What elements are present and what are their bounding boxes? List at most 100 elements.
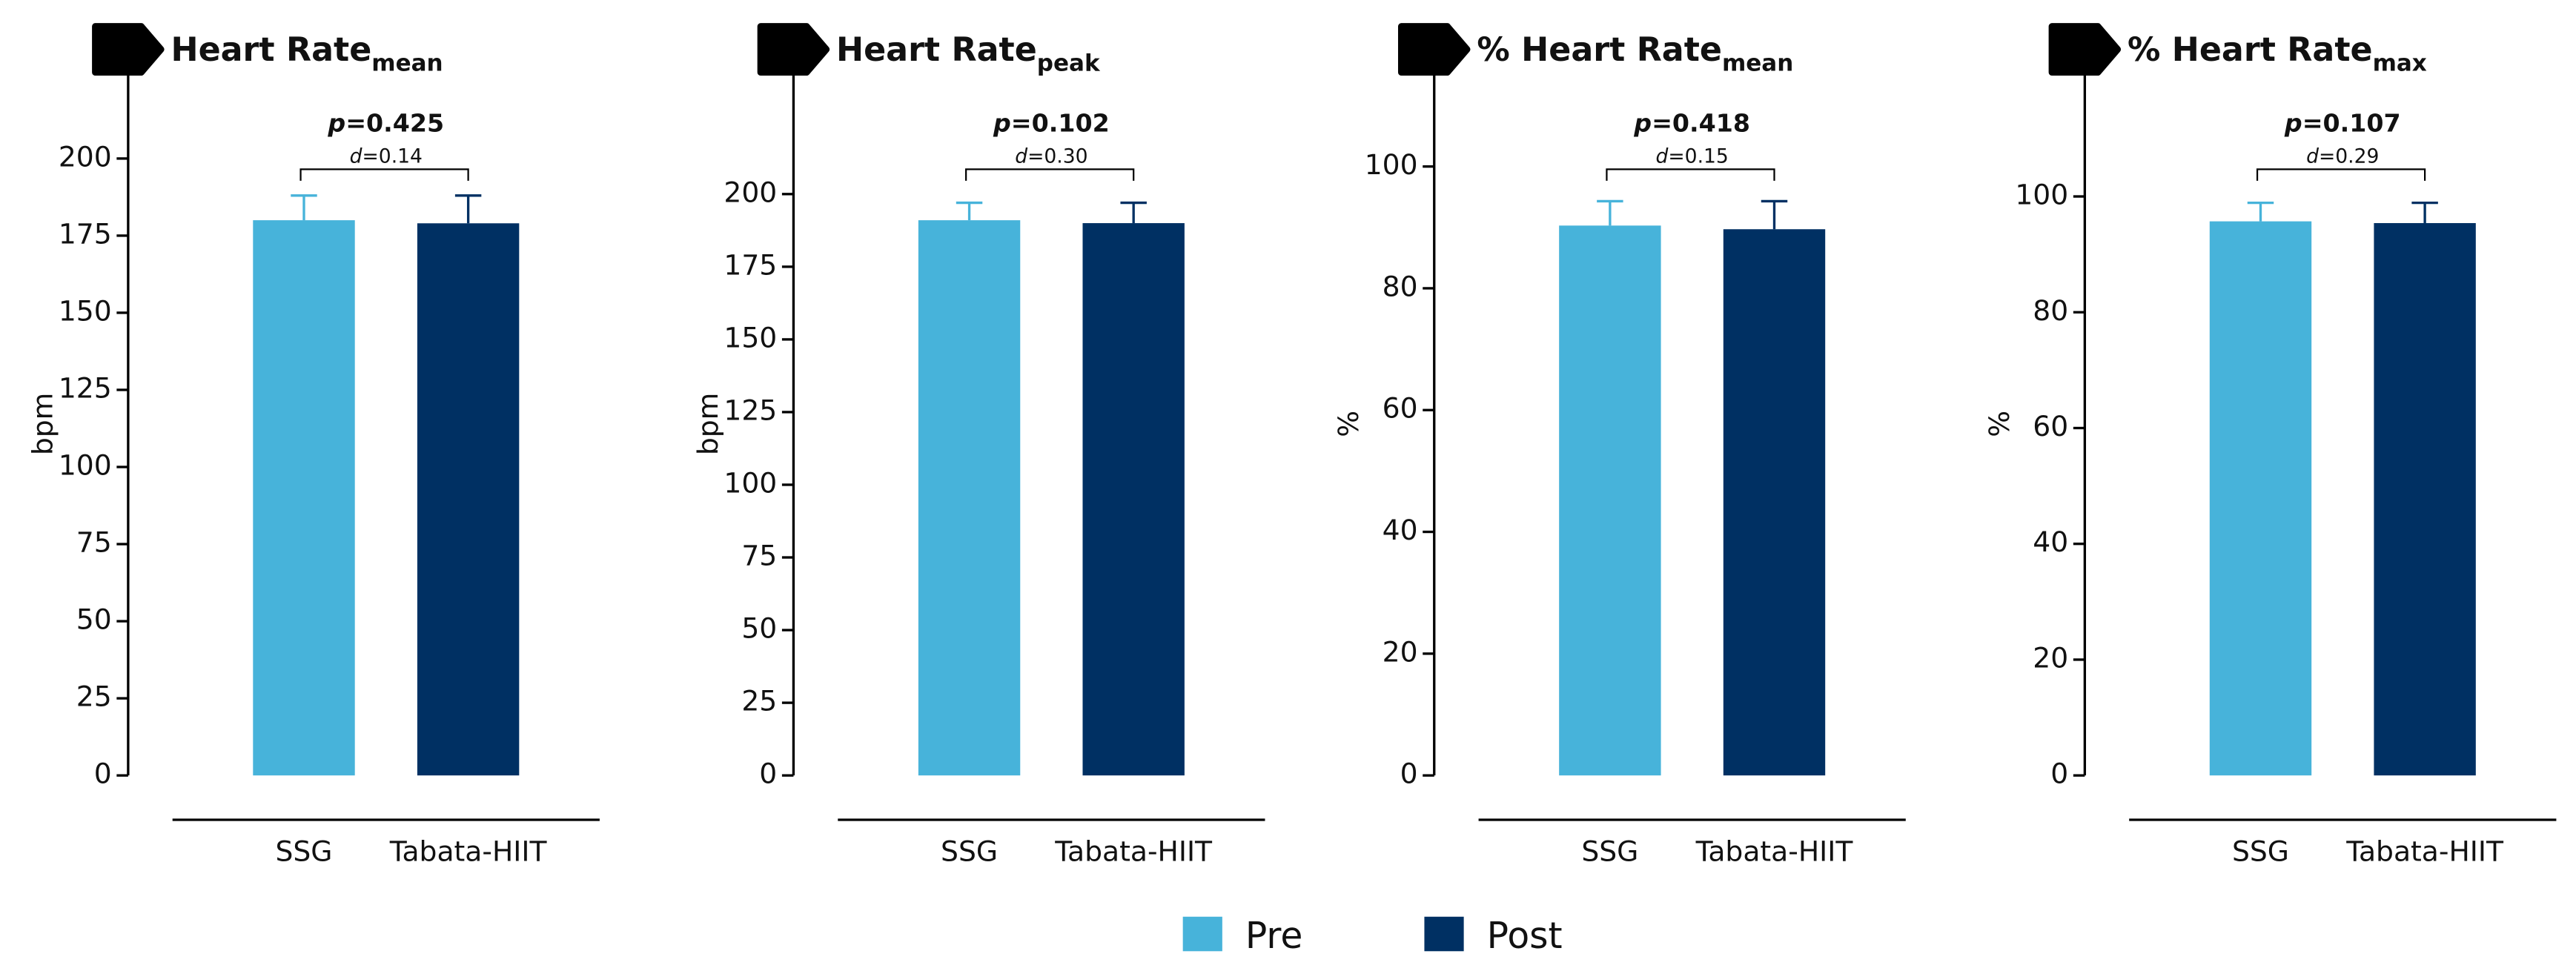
legend-label: Post (1487, 915, 1563, 957)
y-tick-label: 200 (724, 176, 777, 208)
bracket (2256, 168, 2426, 181)
bar (1723, 229, 1826, 776)
d-symbol: d (2306, 145, 2319, 168)
y-axis-label: bpm (692, 393, 724, 456)
y-tick-label: 80 (2033, 294, 2068, 327)
p-value: p=0.418 (1633, 108, 1750, 137)
y-tick-label: 75 (741, 540, 777, 572)
y-tick-label: 100 (1365, 148, 1418, 181)
title-main: Heart Rate (170, 31, 371, 69)
y-tick-label: 200 (59, 140, 112, 173)
bar (2209, 221, 2312, 776)
y-tick-label: 175 (724, 248, 777, 281)
effect-size: d=0.14 (350, 145, 423, 168)
y-axis-label: % (1983, 411, 2016, 437)
y-tick-label: 150 (724, 321, 777, 354)
x-tick-label: SSG (1581, 835, 1638, 867)
y-tick-label: 0 (759, 758, 777, 790)
bracket (965, 168, 1135, 181)
p-symbol: p (2284, 108, 2302, 137)
panel: Heart Ratemean 0 25 50 75 100 125 150 175 200 bpm S… (26, 23, 600, 867)
y-tick-label: 25 (741, 685, 777, 718)
chart-title: Heart Ratemean (170, 31, 443, 76)
title-main: % Heart Rate (1477, 31, 1722, 69)
effect-size: d=0.30 (1015, 145, 1087, 168)
x-tick-label: Tabata-HIIT (389, 835, 548, 867)
y-tick-label: 40 (1383, 514, 1418, 546)
panel: Heart Ratepeak 0 25 50 75 100 125 150 175 200 bpm S… (692, 23, 1265, 867)
y-tick-label: 60 (1383, 392, 1418, 425)
y-tick-label: 25 (76, 680, 112, 713)
y-tick-label: 0 (94, 758, 112, 790)
y-tick-label: 50 (76, 603, 112, 636)
title-tag (1397, 23, 1471, 76)
d-number: =0.29 (2319, 145, 2379, 168)
bar (918, 220, 1021, 776)
panel: % Heart Ratemax 0 20 40 60 80 100% SSG Tabata-HI… (1983, 23, 2557, 867)
title-tag (92, 23, 165, 76)
p-number: =0.418 (1652, 108, 1750, 137)
legend-label: Pre (1245, 915, 1303, 957)
y-axis-label: % (1332, 411, 1365, 437)
y-tick-label: 100 (59, 449, 112, 482)
y-tick-label: 80 (1383, 270, 1418, 302)
d-number: =0.14 (362, 145, 423, 168)
y-tick-label: 100 (724, 466, 777, 499)
title-subscript: mean (371, 50, 443, 76)
y-tick-label: 0 (2050, 758, 2068, 790)
chart-title: Heart Ratepeak (836, 31, 1101, 76)
y-tick-label: 150 (59, 294, 112, 327)
panel: % Heart Ratemean 0 20 40 60 80 100% SSG Tabata-H… (1332, 23, 1906, 867)
effect-size: d=0.15 (1656, 145, 1729, 168)
title-tag (757, 23, 830, 76)
d-symbol: d (1015, 145, 1027, 168)
p-value: p=0.102 (993, 108, 1110, 137)
p-number: =0.107 (2302, 108, 2401, 137)
x-tick-label: SSG (2232, 835, 2289, 867)
y-tick-label: 175 (59, 217, 112, 250)
y-tick-label: 0 (1400, 758, 1418, 790)
legend-swatch (1182, 916, 1222, 952)
title-subscript: peak (1037, 50, 1101, 76)
bar (1082, 223, 1185, 776)
bracket (1606, 168, 1775, 181)
bar (1559, 225, 1661, 776)
y-tick-label: 40 (2033, 526, 2068, 558)
y-tick-label: 20 (1383, 635, 1418, 668)
d-symbol: d (350, 145, 362, 168)
x-tick-label: SSG (941, 835, 998, 867)
p-number: =0.425 (345, 108, 444, 137)
y-axis-label: bpm (26, 393, 59, 456)
y-tick-label: 125 (724, 394, 777, 426)
title-subscript: mean (1722, 50, 1793, 76)
x-tick-label: Tabata-HIIT (1054, 835, 1213, 867)
d-symbol: d (1656, 145, 1669, 168)
p-value: p=0.425 (327, 108, 444, 137)
x-tick-label: SSG (275, 835, 332, 867)
title-tag (2048, 23, 2122, 76)
title-main: Heart Rate (836, 31, 1037, 69)
chart-title: % Heart Ratemean (1477, 31, 1793, 76)
p-number: =0.102 (1011, 108, 1110, 137)
bar (253, 220, 355, 776)
bracket (299, 168, 469, 181)
p-value: p=0.107 (2284, 108, 2401, 137)
x-tick-label: Tabata-HIIT (2345, 835, 2504, 867)
p-symbol: p (1633, 108, 1652, 137)
y-tick-label: 125 (59, 371, 112, 404)
chart-title: % Heart Ratemax (2128, 31, 2427, 76)
d-number: =0.30 (1027, 145, 1087, 168)
legend-swatch (1424, 916, 1464, 952)
p-symbol: p (993, 108, 1011, 137)
y-tick-label: 20 (2033, 641, 2068, 674)
p-symbol: p (327, 108, 345, 137)
x-tick-label: Tabata-HIIT (1695, 835, 1854, 867)
title-main: % Heart Rate (2128, 31, 2373, 69)
bar (417, 223, 520, 776)
bar (2374, 222, 2476, 776)
title-subscript: max (2373, 50, 2427, 76)
y-tick-label: 60 (2033, 410, 2068, 443)
y-tick-label: 100 (2015, 179, 2068, 211)
effect-size: d=0.29 (2306, 145, 2379, 168)
